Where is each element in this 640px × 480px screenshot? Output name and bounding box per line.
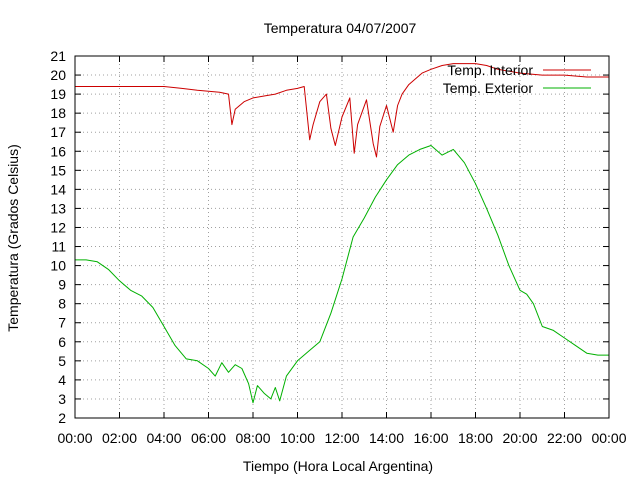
series-lines: [75, 63, 609, 404]
gridlines: [75, 56, 609, 418]
y-axis-label: Temperatura (Grados Celsius): [5, 144, 21, 332]
x-tick-label: 08:00: [235, 430, 270, 446]
x-tick-label: 06:00: [191, 430, 226, 446]
y-tick-label: 16: [50, 143, 66, 159]
y-tick-label: 4: [58, 372, 66, 388]
x-tick-label: 16:00: [413, 430, 448, 446]
x-axis-label: Tiempo (Hora Local Argentina): [243, 458, 433, 474]
x-tick-label: 00:00: [57, 430, 92, 446]
chart-title: Temperatura 04/07/2007: [264, 20, 417, 36]
y-tick-label: 19: [50, 86, 66, 102]
y-tick-label: 6: [58, 334, 66, 350]
series-line-interior: [75, 63, 609, 158]
x-tick-label: 14:00: [369, 430, 404, 446]
x-tick-label: 12:00: [324, 430, 359, 446]
y-tick-label: 18: [50, 105, 66, 121]
legend-label: Temp. Exterior: [443, 80, 534, 96]
legend: Temp. Interior Temp. Exterior: [443, 62, 591, 96]
x-tick-label: 20:00: [502, 430, 537, 446]
x-tick-label: 02:00: [102, 430, 137, 446]
x-tick-label: 18:00: [458, 430, 493, 446]
y-tick-label: 15: [50, 162, 66, 178]
y-tick-label: 21: [50, 48, 66, 64]
x-tick-label: 04:00: [146, 430, 181, 446]
plot-frame: [74, 55, 610, 419]
y-tick-label: 17: [50, 124, 66, 140]
x-tick-label: 10:00: [280, 430, 315, 446]
y-tick-label: 20: [50, 67, 66, 83]
y-axis-tick-labels: 2 3 4 5 6 7 8 9 10 11 12 13 14 15 16 17 18 19 20 21: [50, 48, 66, 426]
y-tick-label: 13: [50, 200, 66, 216]
x-axis-tick-labels: 00:00 02:00 04:00 06:00 08:00 10:00 12:00 14:00…: [57, 430, 626, 446]
series-line-exterior: [75, 145, 609, 404]
y-tick-label: 12: [50, 219, 66, 235]
y-tick-label: 7: [58, 315, 66, 331]
y-tick-label: 5: [58, 353, 66, 369]
y-tick-label: 2: [58, 410, 66, 426]
y-tick-label: 11: [51, 239, 66, 255]
x-tick-label: 00:00: [591, 430, 626, 446]
y-tick-label: 8: [58, 296, 66, 312]
x-tick-label: 22:00: [547, 430, 582, 446]
y-tick-label: 9: [58, 277, 66, 293]
legend-label: Temp. Interior: [447, 62, 533, 78]
y-tick-label: 3: [58, 391, 66, 407]
y-tick-label: 14: [50, 181, 66, 197]
y-tick-label: 10: [50, 258, 66, 274]
